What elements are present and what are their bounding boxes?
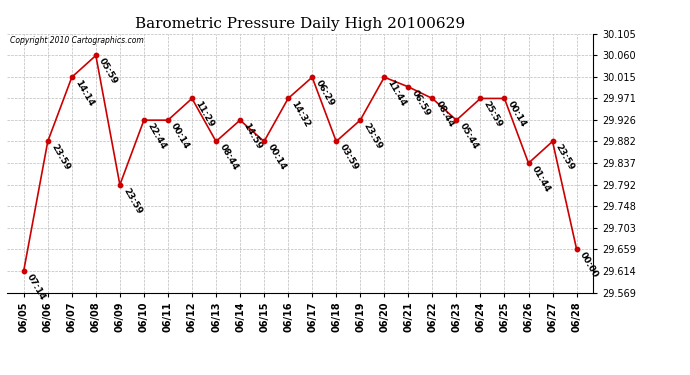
Text: 03:59: 03:59 <box>337 143 359 172</box>
Text: 00:14: 00:14 <box>506 100 528 129</box>
Point <box>283 96 294 102</box>
Text: 00:00: 00:00 <box>578 251 600 279</box>
Text: 00:14: 00:14 <box>266 143 288 172</box>
Point <box>18 268 29 274</box>
Text: 14:59: 14:59 <box>241 122 264 151</box>
Point <box>499 96 510 102</box>
Text: 14:14: 14:14 <box>73 79 95 108</box>
Point <box>210 138 221 144</box>
Point <box>547 138 558 144</box>
Point <box>139 117 150 123</box>
Point <box>115 182 126 188</box>
Point <box>235 117 246 123</box>
Point <box>571 246 582 252</box>
Text: 05:59: 05:59 <box>97 57 119 86</box>
Text: 01:44: 01:44 <box>530 165 552 194</box>
Point <box>523 160 534 166</box>
Text: 11:44: 11:44 <box>386 79 408 108</box>
Point <box>162 117 173 123</box>
Point <box>66 74 77 80</box>
Point <box>186 96 197 102</box>
Text: 07:14: 07:14 <box>25 272 48 302</box>
Point <box>355 117 366 123</box>
Point <box>427 96 438 102</box>
Text: 23:59: 23:59 <box>49 143 71 172</box>
Point <box>331 138 342 144</box>
Text: 25:59: 25:59 <box>482 100 504 129</box>
Text: Copyright 2010 Cartographics.com: Copyright 2010 Cartographics.com <box>10 36 144 45</box>
Title: Barometric Pressure Daily High 20100629: Barometric Pressure Daily High 20100629 <box>135 17 465 31</box>
Point <box>379 74 390 80</box>
Point <box>259 138 270 144</box>
Text: 06:59: 06:59 <box>410 88 432 117</box>
Text: 23:59: 23:59 <box>121 186 144 216</box>
Text: 22:44: 22:44 <box>146 122 168 151</box>
Point <box>475 96 486 102</box>
Text: 11:29: 11:29 <box>193 100 215 129</box>
Point <box>90 53 101 58</box>
Text: 08:44: 08:44 <box>217 143 239 172</box>
Point <box>403 84 414 90</box>
Point <box>306 74 317 80</box>
Text: 14:32: 14:32 <box>290 100 312 129</box>
Text: 23:59: 23:59 <box>362 122 384 151</box>
Text: 00:14: 00:14 <box>169 122 191 151</box>
Text: 05:44: 05:44 <box>457 122 480 151</box>
Point <box>42 138 53 144</box>
Text: 06:29: 06:29 <box>313 79 335 108</box>
Text: 23:59: 23:59 <box>554 143 576 172</box>
Point <box>451 117 462 123</box>
Text: 08:44: 08:44 <box>434 100 456 129</box>
